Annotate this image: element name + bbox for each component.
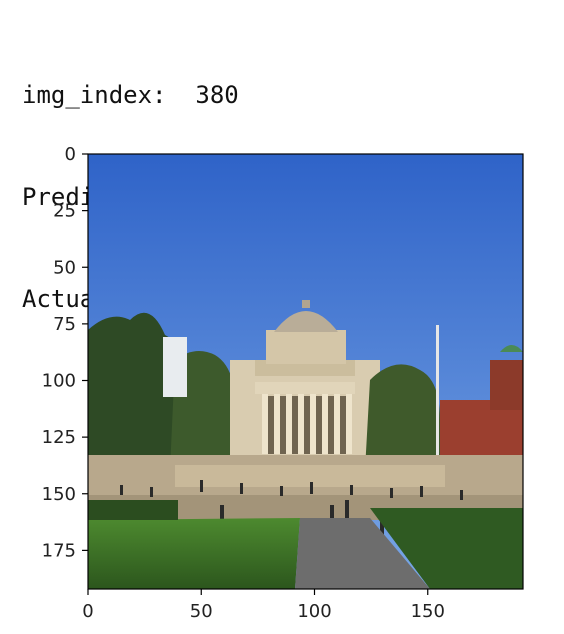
y-axis: 0 25 50 75 100 125 150 175: [42, 144, 88, 561]
y-tick-label: 125: [42, 427, 76, 448]
y-tick-label: 175: [42, 540, 76, 561]
x-axis: 0 50 100 150: [82, 589, 445, 622]
y-tick-label: 50: [53, 257, 76, 278]
y-tick-label: 0: [65, 144, 76, 165]
y-tick-label: 25: [53, 201, 76, 222]
x-tick-label: 100: [297, 601, 331, 622]
x-tick-label: 50: [190, 601, 213, 622]
y-tick-label: 100: [42, 371, 76, 392]
y-tick-label: 150: [42, 484, 76, 505]
photo: [88, 154, 523, 589]
caption-img-index: img_index: 380: [22, 81, 239, 109]
x-tick-label: 0: [82, 601, 93, 622]
x-tick-label: 150: [411, 601, 445, 622]
y-tick-label: 75: [53, 314, 76, 335]
axes-frame: [87, 153, 524, 590]
